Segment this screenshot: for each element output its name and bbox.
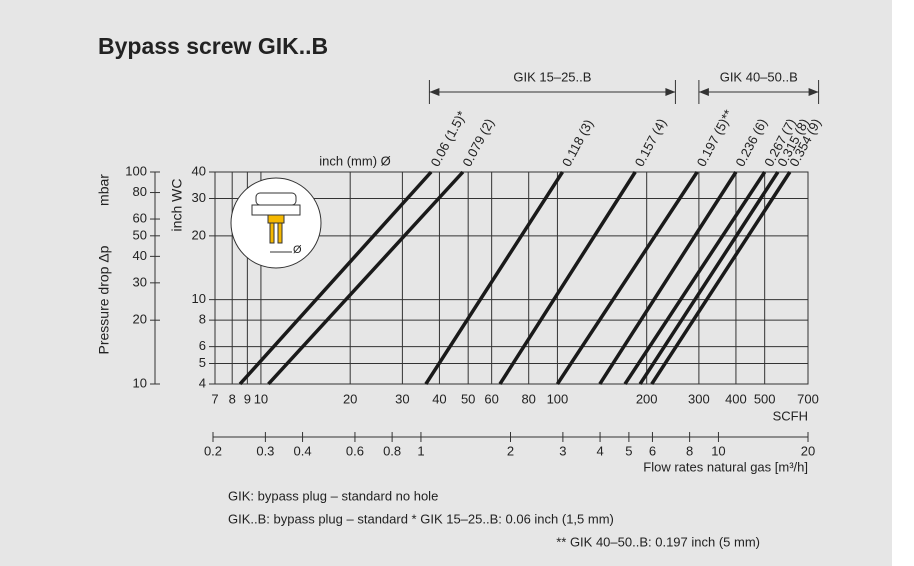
y-tick-label: 8 [199, 312, 206, 327]
x2-tick-label: 0.4 [294, 443, 312, 458]
inset: Ø [231, 178, 321, 268]
note: GIK: bypass plug – standard no hole [228, 488, 438, 503]
x-tick-label: 700 [797, 391, 819, 406]
inset-shape [270, 223, 274, 243]
x2-tick-label: 4 [596, 443, 603, 458]
diameter-label: inch (mm) Ø [319, 153, 391, 168]
y-tick-label: 30 [192, 190, 206, 205]
y-tick-label: 6 [199, 338, 206, 353]
y2-axis-title: Pressure drop Δp [96, 245, 112, 354]
x-tick-label: 60 [484, 391, 498, 406]
x-tick-label: 300 [688, 391, 710, 406]
y-tick-label: 5 [199, 355, 206, 370]
chart: Bypass screw GIK..B inch (mm) Ø SCFH Flo… [0, 0, 914, 566]
x-tick-label: 8 [229, 391, 236, 406]
x-tick-label: 7 [211, 391, 218, 406]
x-tick-label: 400 [725, 391, 747, 406]
y2-axis-unit: mbar [96, 174, 112, 206]
x-tick-label: 50 [461, 391, 475, 406]
x-tick-label: 30 [395, 391, 409, 406]
x-tick-label: 500 [754, 391, 776, 406]
x-tick-label: 9 [244, 391, 251, 406]
inset-shape [268, 215, 284, 223]
y-tick-label: 40 [192, 163, 206, 178]
x-tick-label: 40 [432, 391, 446, 406]
y-axis-title: inch WC [169, 179, 185, 232]
x-tick-label: 80 [521, 391, 535, 406]
x-tick-label: 100 [547, 391, 569, 406]
range-label: GIK 15–25..B [513, 69, 591, 84]
x-tick-label: 10 [254, 391, 268, 406]
note: ** GIK 40–50..B: 0.197 inch (5 mm) [556, 534, 760, 549]
range-label: GIK 40–50..B [720, 69, 798, 84]
x2-tick-label: 6 [649, 443, 656, 458]
y-tick-label: 20 [192, 227, 206, 242]
y2-tick-label: 50 [133, 227, 147, 242]
y2-tick-label: 30 [133, 274, 147, 289]
y2-tick-label: 10 [133, 375, 147, 390]
y2-tick-label: 40 [133, 248, 147, 263]
x2-tick-label: 20 [801, 443, 815, 458]
x-axis-title: SCFH [773, 408, 808, 423]
x2-tick-label: 3 [559, 443, 566, 458]
inset-shape [256, 193, 296, 205]
x2-axis-title: Flow rates natural gas [m³/h] [643, 459, 808, 474]
y2-tick-label: 20 [133, 312, 147, 327]
x2-tick-label: 0.6 [346, 443, 364, 458]
inset-shape [278, 223, 282, 243]
y2-tick-label: 100 [125, 163, 147, 178]
y2-tick-label: 80 [133, 184, 147, 199]
x2-tick-label: 0.8 [383, 443, 401, 458]
y-tick-label: 4 [199, 375, 206, 390]
y2-tick-label: 60 [133, 210, 147, 225]
inset-shape [252, 205, 300, 215]
x-tick-label: 200 [636, 391, 658, 406]
y-tick-label: 10 [192, 291, 206, 306]
x2-tick-label: 1 [417, 443, 424, 458]
inset-label: Ø [293, 244, 302, 256]
x-tick-label: 20 [343, 391, 357, 406]
x2-tick-label: 2 [507, 443, 514, 458]
x2-tick-label: 8 [686, 443, 693, 458]
x2-tick-label: 5 [625, 443, 632, 458]
x2-tick-label: 10 [711, 443, 725, 458]
note: GIK..B: bypass plug – standard * GIK 15–… [228, 511, 614, 526]
x2-tick-label: 0.3 [256, 443, 274, 458]
chart-title: Bypass screw GIK..B [98, 33, 328, 59]
x2-tick-label: 0.2 [204, 443, 222, 458]
